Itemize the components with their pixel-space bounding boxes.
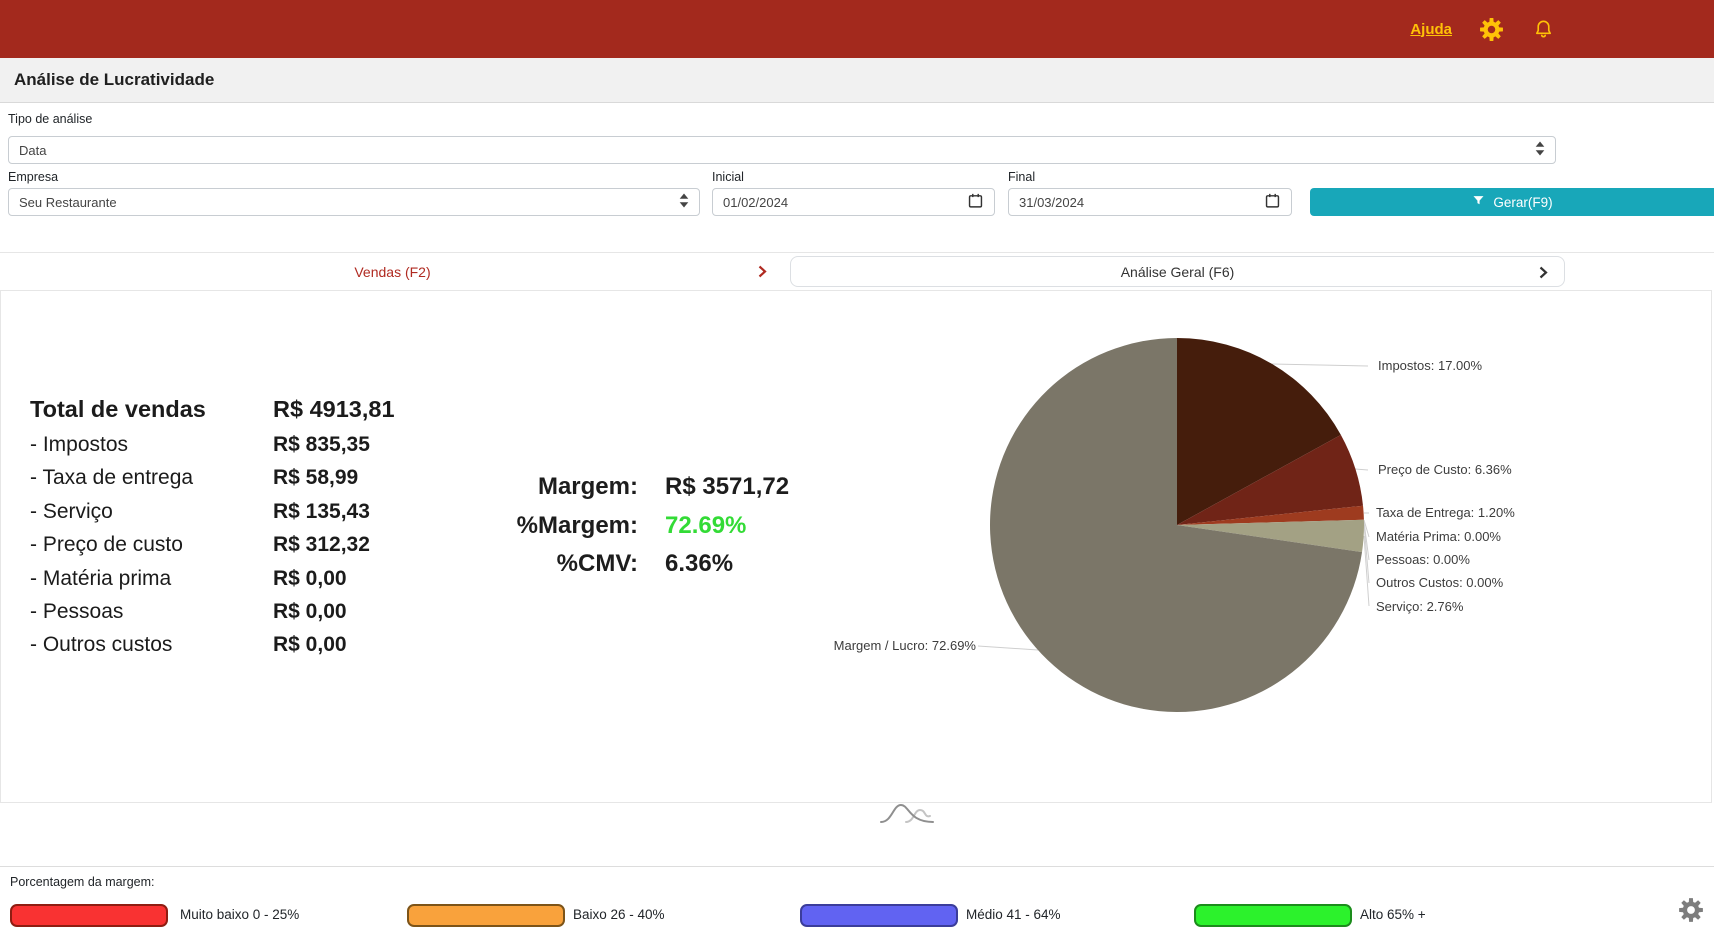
- end-date-input[interactable]: 31/03/2024: [1008, 188, 1292, 216]
- select-arrows-icon: [1535, 141, 1545, 159]
- legend-title: Porcentagem da margem:: [10, 875, 155, 889]
- legend-label-3: Médio 41 - 64%: [966, 907, 1061, 922]
- select-arrows-icon: [679, 193, 689, 211]
- chevron-right-icon: [758, 265, 767, 278]
- tabs-divider: [0, 252, 1714, 253]
- metric-value: 72.69%: [665, 511, 747, 539]
- summary-row: - Matéria prima R$ 0,00: [30, 562, 490, 595]
- legend-label-4: Alto 65% +: [1360, 907, 1426, 922]
- calendar-icon[interactable]: [967, 192, 984, 212]
- metric-label: %CMV:: [556, 550, 638, 577]
- margin-metrics: Margem: R$ 3571,72 %Margem: 72.69% %CMV: 6.36…: [392, 468, 822, 584]
- chart-watermark-logo-icon: [878, 798, 936, 831]
- tab-analise-geral[interactable]: Análise Geral (F6): [790, 256, 1565, 287]
- margin-legend-bar: Porcentagem da margem: Muito baixo 0 - 2…: [0, 866, 1714, 940]
- sales-analysis-panel: [0, 290, 1712, 803]
- start-date-input[interactable]: 01/02/2024: [712, 188, 995, 216]
- calendar-icon[interactable]: [1264, 192, 1281, 212]
- pie-label-mat-ria-prima: Matéria Prima: 0.00%: [1376, 529, 1501, 544]
- tab-analise-geral-label: Análise Geral (F6): [1120, 263, 1235, 280]
- end-date-label: Final: [1008, 170, 1036, 184]
- pie-slice-margem-lucro: [989, 338, 1363, 712]
- summary-row: - Preço de custo R$ 312,32: [30, 528, 490, 561]
- generate-button[interactable]: Gerar(F9): [1310, 188, 1714, 216]
- pie-label-pessoas: Pessoas: 0.00%: [1376, 552, 1470, 567]
- summary-row-value: R$ 835,35: [273, 433, 370, 456]
- summary-row-label: Total de vendas: [30, 396, 206, 422]
- start-date-label: Inicial: [712, 170, 744, 184]
- legend-pill-2: [407, 904, 565, 927]
- top-app-bar: Ajuda: [0, 0, 1714, 58]
- metric-row: %Margem: 72.69%: [392, 507, 822, 546]
- company-label: Empresa: [8, 170, 59, 184]
- summary-row-value: R$ 312,32: [273, 533, 370, 557]
- tab-vendas-label: Vendas (F2): [354, 263, 431, 280]
- legend-pill-1: [10, 904, 168, 927]
- summary-row-label: - Pessoas: [30, 600, 124, 624]
- summary-total-row: Total de vendas R$ 4913,81: [30, 390, 490, 428]
- legend-pill-3: [800, 904, 958, 927]
- filter-funnel-icon: [1471, 193, 1486, 211]
- company-value: Seu Restaurante: [19, 194, 117, 210]
- summary-row: - Pessoas R$ 0,00: [30, 595, 490, 628]
- help-link[interactable]: Ajuda: [1410, 20, 1452, 38]
- pie-label-impostos: Impostos: 17.00%: [1378, 358, 1483, 373]
- page-title: Análise de Lucratividade: [14, 70, 215, 89]
- notifications-bell-icon[interactable]: [1530, 16, 1556, 42]
- company-select[interactable]: Seu Restaurante: [8, 188, 700, 216]
- pie-label-outros-custos: Outros Custos: 0.00%: [1376, 575, 1504, 590]
- summary-row-label: - Preço de custo: [30, 533, 183, 557]
- summary-row-label: - Matéria prima: [30, 566, 172, 590]
- metric-label: %Margem:: [516, 511, 638, 539]
- legend-settings-gear-icon[interactable]: [1678, 897, 1704, 928]
- metric-value: 6.36%: [665, 550, 734, 577]
- summary-row-value: R$ 4913,81: [273, 396, 395, 422]
- metric-label: Margem:: [537, 473, 638, 500]
- analysis-type-value: Data: [19, 142, 47, 158]
- pie-slice-servi-o: [1177, 519, 1365, 553]
- page-header: Análise de Lucratividade: [0, 58, 1714, 103]
- summary-row: - Impostos R$ 835,35: [30, 428, 490, 461]
- summary-row-label: - Taxa de entrega: [30, 466, 194, 490]
- pie-label-servi-o: Serviço: 2.76%: [1376, 599, 1464, 614]
- pie-label-pre-o-de-custo: Preço de Custo: 6.36%: [1378, 462, 1512, 477]
- pie-slice-pre-o-de-custo: [1177, 434, 1364, 525]
- pie-label-margem-lucro: Margem / Lucro: 72.69%: [833, 638, 976, 653]
- summary-row-label: - Impostos: [30, 433, 129, 456]
- top-bar-actions: Ajuda: [1410, 0, 1556, 58]
- pie-slice-taxa-de-entrega: [1177, 505, 1364, 525]
- summary-row: - Taxa de entrega R$ 58,99: [30, 461, 490, 494]
- summary-row-label: - Serviço: [30, 499, 113, 523]
- profitability-pie-chart: [989, 338, 1365, 712]
- legend-label-1: Muito baixo 0 - 25%: [180, 907, 300, 922]
- end-date-value: 31/03/2024: [1019, 194, 1085, 210]
- metric-row: %CMV: 6.36%: [392, 545, 822, 584]
- summary-row-value: R$ 0,00: [273, 600, 347, 624]
- summary-row-label: - Outros custos: [30, 633, 173, 657]
- start-date-value: 01/02/2024: [723, 194, 789, 210]
- chevron-right-icon: [1539, 266, 1548, 279]
- summary-row-value: R$ 135,43: [273, 499, 370, 523]
- settings-gear-icon[interactable]: [1478, 16, 1504, 42]
- metric-row: Margem: R$ 3571,72: [392, 468, 822, 507]
- legend-label-2: Baixo 26 - 40%: [573, 907, 665, 922]
- analysis-type-select[interactable]: Data: [8, 136, 1556, 164]
- legend-pill-4: [1194, 904, 1352, 927]
- sales-summary-list: Total de vendas R$ 4913,81 - Impostos R$ 83…: [30, 390, 490, 662]
- tab-vendas[interactable]: Vendas (F2): [0, 256, 785, 287]
- summary-row-value: R$ 0,00: [273, 566, 347, 590]
- summary-row: - Outros custos R$ 0,00: [30, 628, 490, 661]
- summary-row-value: R$ 0,00: [273, 633, 347, 657]
- metric-value: R$ 3571,72: [665, 473, 790, 500]
- pie-label-taxa-de-entrega: Taxa de Entrega: 1.20%: [1376, 505, 1515, 520]
- pie-slice-impostos: [1177, 338, 1341, 525]
- summary-row: - Serviço R$ 135,43: [30, 495, 490, 528]
- summary-row-value: R$ 58,99: [273, 466, 359, 490]
- generate-button-label: Gerar(F9): [1493, 194, 1553, 210]
- analysis-type-label: Tipo de análise: [8, 112, 93, 126]
